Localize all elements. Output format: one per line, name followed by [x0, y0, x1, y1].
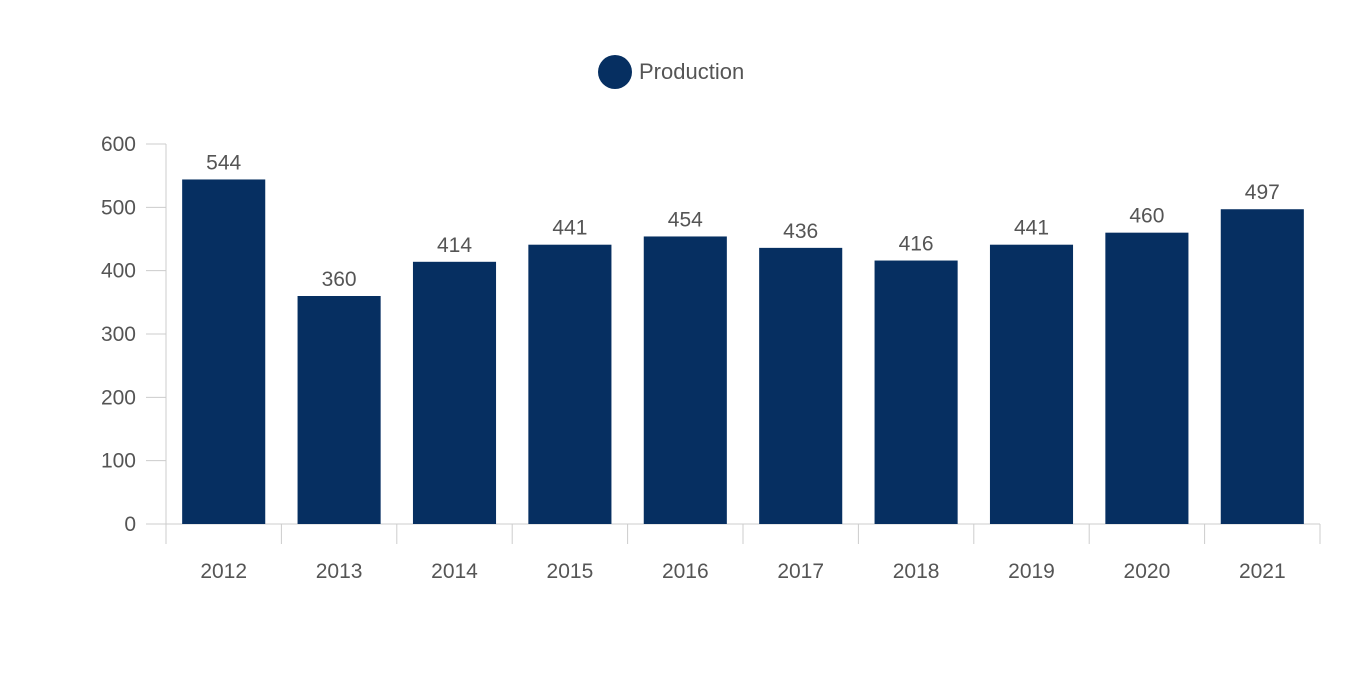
- x-tick-label: 2020: [1124, 560, 1171, 583]
- data-labels: 544 360 414 441 454 436 416 441 460 497: [206, 151, 1280, 291]
- data-label-2019: 441: [1014, 217, 1049, 240]
- y-tick-label: 200: [101, 386, 136, 409]
- bar-2019[interactable]: [989, 244, 1074, 524]
- data-label-2021: 497: [1245, 181, 1280, 204]
- bar-2017[interactable]: [759, 247, 843, 524]
- x-tick-label: 2017: [777, 560, 824, 583]
- data-label-2014: 414: [437, 234, 472, 257]
- bar-2016[interactable]: [643, 236, 727, 524]
- data-label-2016: 454: [668, 208, 703, 231]
- y-axis: 0 100 200 300 400 500 600: [101, 133, 167, 544]
- bar-2018[interactable]: [874, 260, 958, 524]
- y-tick-label: 600: [101, 133, 136, 156]
- x-tick-label: 2018: [893, 560, 940, 583]
- bars-series-production: [182, 179, 1304, 524]
- bar-2012[interactable]: [182, 179, 266, 524]
- x-tick-label: 2012: [200, 560, 247, 583]
- y-tick-label: 0: [124, 513, 136, 536]
- data-label-2013: 360: [322, 268, 357, 291]
- y-tick-label: 100: [101, 450, 136, 473]
- x-tick-label: 2013: [316, 560, 363, 583]
- x-tick-label: 2019: [1008, 560, 1055, 583]
- data-label-2018: 416: [899, 233, 934, 256]
- x-tick-label: 2014: [431, 560, 478, 583]
- bar-2015[interactable]: [528, 244, 612, 524]
- legend-label-production: Production: [639, 59, 744, 84]
- x-tick-label: 2016: [662, 560, 709, 583]
- x-tick-label: 2015: [547, 560, 594, 583]
- data-label-2020: 460: [1129, 205, 1164, 228]
- bar-2020[interactable]: [1105, 232, 1189, 524]
- legend-swatch-production: [598, 55, 632, 89]
- y-tick-label: 400: [101, 260, 136, 283]
- x-tick-label: 2021: [1239, 560, 1286, 583]
- y-tick-label: 500: [101, 196, 136, 219]
- bar-2013[interactable]: [297, 296, 381, 524]
- x-axis: 2012 2013 2014 2015 2016 2017 2018 2019 2020 2021: [165, 523, 1321, 583]
- bar-2014[interactable]: [412, 261, 497, 524]
- data-label-2012: 544: [206, 151, 241, 174]
- legend[interactable]: Production: [598, 55, 744, 89]
- bar-2021[interactable]: [1220, 209, 1304, 524]
- data-label-2017: 436: [783, 220, 818, 243]
- y-tick-label: 300: [101, 323, 136, 346]
- data-label-2015: 441: [552, 217, 587, 240]
